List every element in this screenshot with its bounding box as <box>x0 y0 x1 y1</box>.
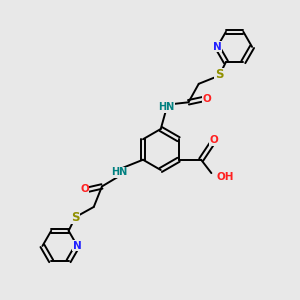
Text: OH: OH <box>217 172 234 182</box>
Text: HN: HN <box>158 102 174 112</box>
Text: N: N <box>73 241 82 251</box>
Text: O: O <box>209 135 218 145</box>
Text: O: O <box>202 94 211 104</box>
Text: O: O <box>80 184 89 194</box>
Text: N: N <box>213 42 222 52</box>
Text: HN: HN <box>111 167 128 177</box>
Text: S: S <box>215 68 224 81</box>
Text: S: S <box>71 211 80 224</box>
